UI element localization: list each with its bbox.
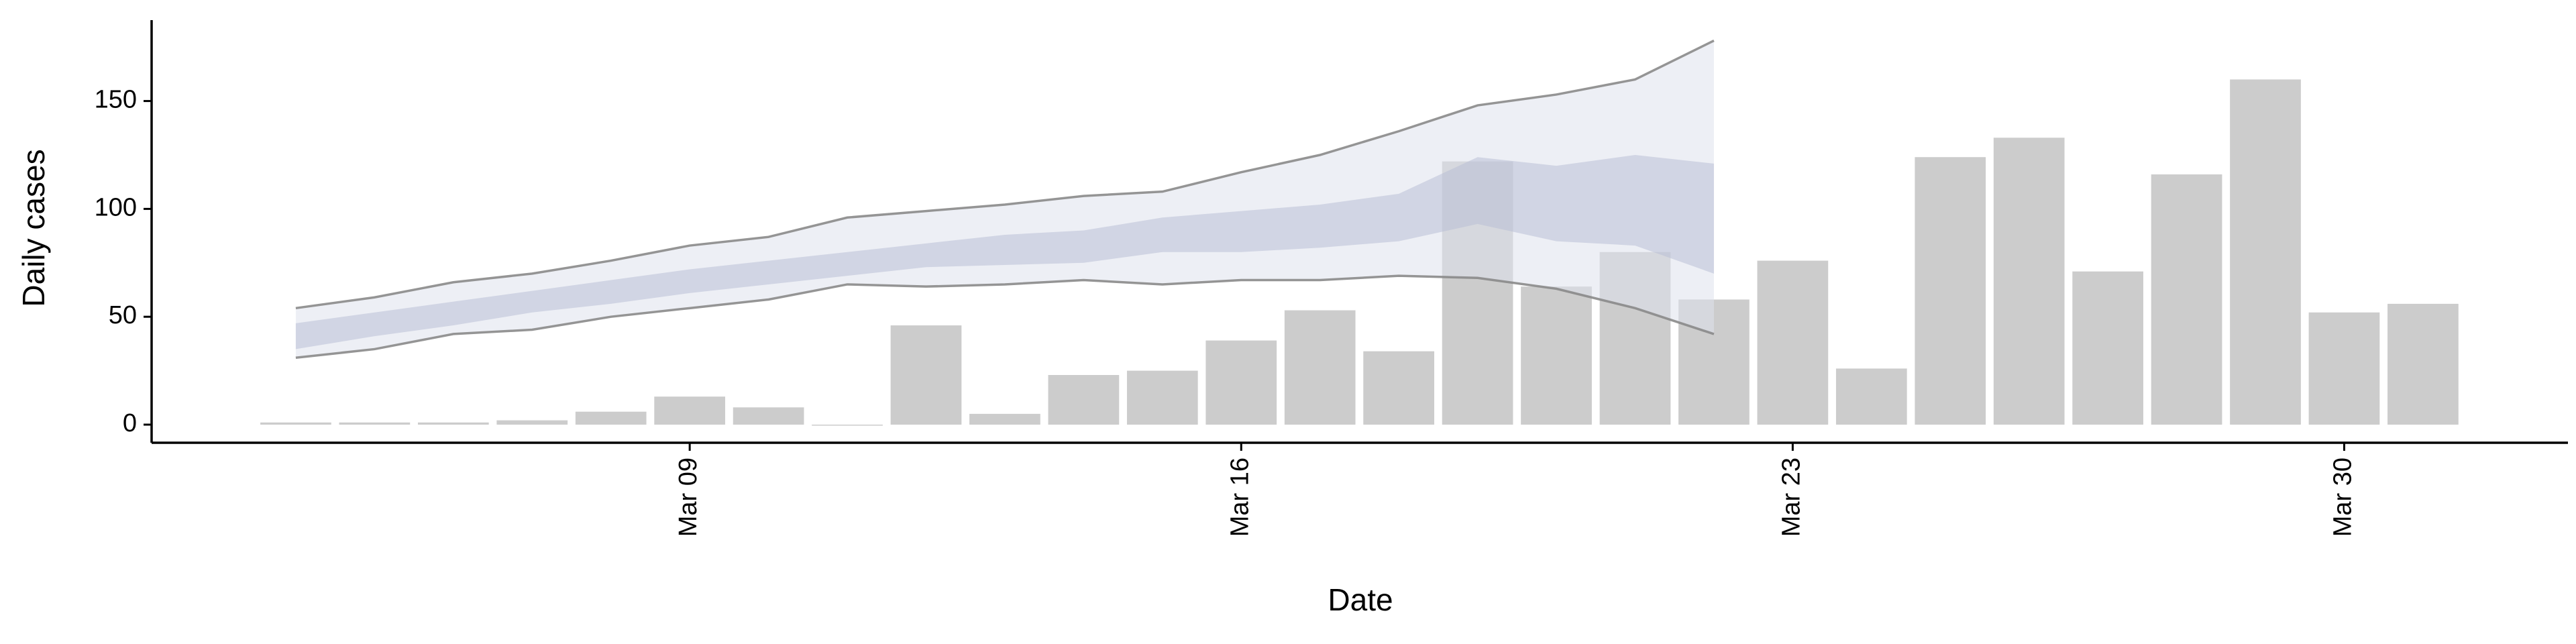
bar — [1521, 286, 1592, 425]
x-tick-label: Mar 09 — [674, 458, 702, 537]
bar — [1126, 370, 1198, 425]
ribbon-bound-line — [295, 274, 1715, 360]
bar — [1363, 351, 1434, 425]
bar — [339, 422, 411, 425]
bar — [1915, 157, 1986, 425]
bar — [260, 422, 331, 425]
bar — [1284, 310, 1356, 425]
x-tick-label: Mar 23 — [1777, 458, 1805, 537]
bar — [1757, 260, 1829, 425]
y-tick-label: 50 — [109, 301, 137, 329]
bar — [1993, 138, 2065, 425]
bar — [2230, 79, 2301, 425]
y-tick-label: 0 — [123, 409, 137, 437]
bar — [812, 424, 883, 426]
bar — [417, 422, 489, 425]
bar — [969, 413, 1040, 425]
x-tick-label: Mar 16 — [1226, 458, 1254, 537]
bar — [1835, 368, 1907, 425]
bar — [496, 420, 568, 425]
bar — [575, 411, 647, 425]
bar — [2308, 312, 2380, 425]
bar — [733, 407, 804, 425]
x-axis-title: Date — [1328, 582, 1393, 617]
y-tick-label: 150 — [95, 86, 137, 114]
bar — [2072, 271, 2143, 425]
bar — [1205, 340, 1277, 425]
bar — [2387, 303, 2459, 425]
bar — [2151, 174, 2222, 425]
y-tick-label: 100 — [95, 193, 137, 221]
x-tick-label: Mar 30 — [2328, 458, 2357, 537]
bar — [654, 396, 725, 425]
ribbon-bound-line — [295, 39, 1715, 310]
bar — [1048, 375, 1120, 425]
bar — [890, 325, 962, 425]
ribbon — [295, 154, 1714, 350]
y-axis-title: Daily cases — [16, 149, 51, 307]
